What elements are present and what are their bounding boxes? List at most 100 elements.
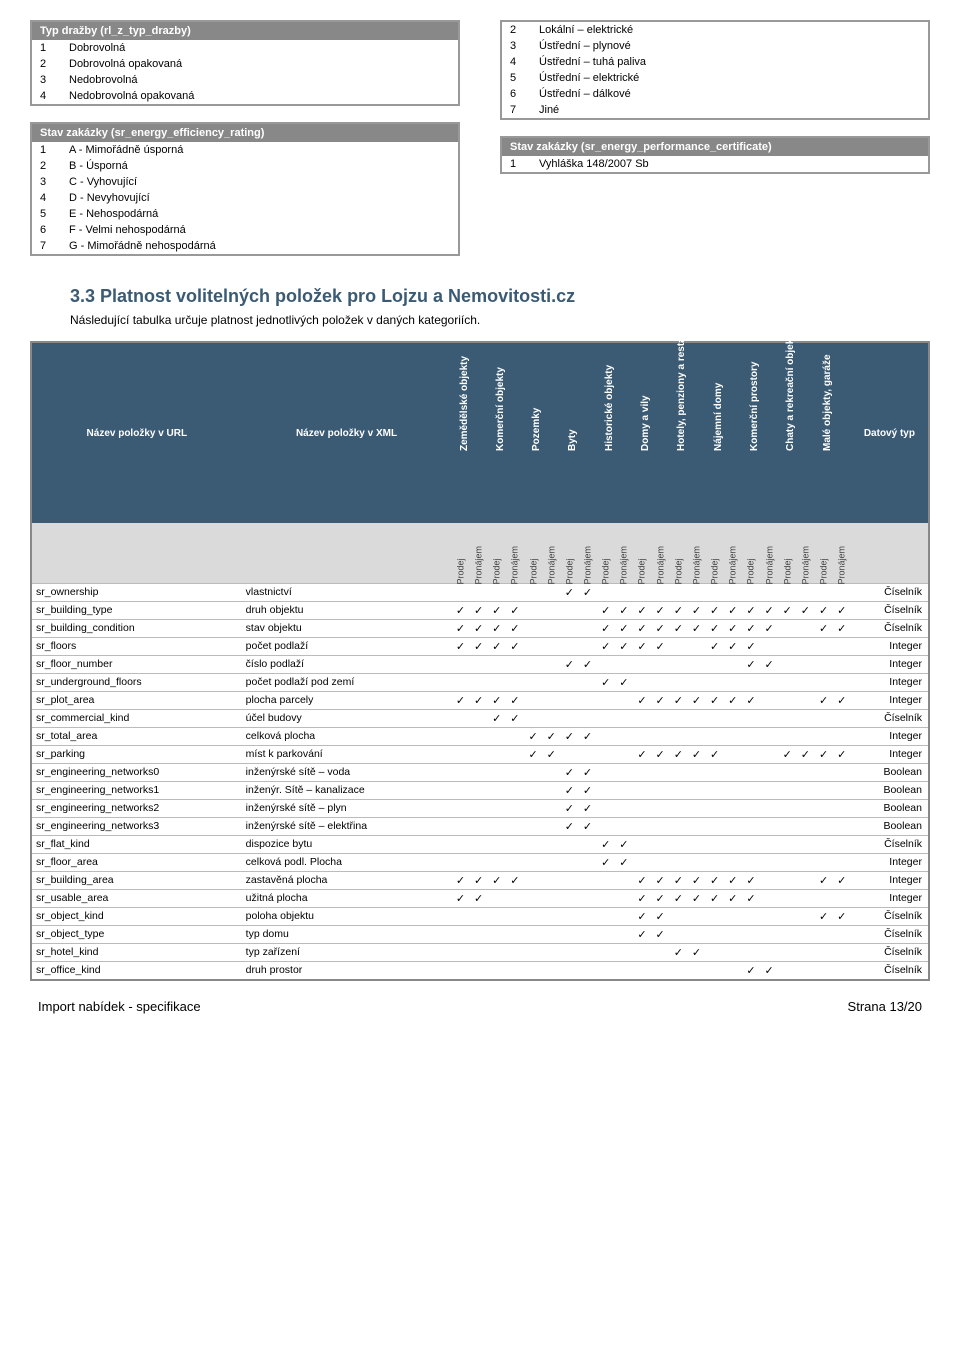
cell-check (524, 907, 542, 925)
cell-check (742, 943, 760, 961)
cell-check: ✓ (615, 853, 633, 871)
cell-type: Integer (851, 673, 928, 691)
cell-check (669, 817, 687, 835)
table-row: 4Ústřední – tuhá paliva (501, 54, 929, 70)
cell-check (470, 583, 488, 601)
cell-check (578, 961, 596, 979)
cell-check (742, 925, 760, 943)
cell-check (724, 817, 742, 835)
cell-check (651, 709, 669, 727)
cell-check: ✓ (814, 601, 832, 619)
cell-check (524, 799, 542, 817)
cell-xml: vlastnictví (242, 583, 452, 601)
cell-check (796, 907, 814, 925)
table-row: 7Jiné (501, 102, 929, 119)
sub-label: Prodej (746, 571, 756, 584)
cell-check (615, 871, 633, 889)
cell-check (597, 817, 615, 835)
cell-check: ✓ (451, 889, 469, 907)
sub-label: Prodej (710, 571, 720, 584)
type-header: Datový typ (851, 343, 928, 523)
cell-check: ✓ (742, 655, 760, 673)
cell-check (633, 817, 651, 835)
cell-check (796, 727, 814, 745)
cell-type: Integer (851, 655, 928, 673)
cell-check (651, 763, 669, 781)
cell-check (542, 691, 560, 709)
cell-check: ✓ (651, 601, 669, 619)
cell-check (524, 853, 542, 871)
cell-check (651, 835, 669, 853)
cell-check (615, 889, 633, 907)
cell-url: sr_building_condition (32, 619, 242, 637)
cell-check (742, 727, 760, 745)
table-row: 1Vyhláška 148/2007 Sb (501, 156, 929, 173)
cell-check (615, 799, 633, 817)
cell-check (706, 835, 724, 853)
cell-check (796, 781, 814, 799)
row-val: D - Nevyhovující (61, 190, 459, 206)
cell-url: sr_engineering_networks3 (32, 817, 242, 835)
table-row: 3Ústřední – plynové (501, 38, 929, 54)
cell-check (833, 637, 851, 655)
cell-url: sr_floor_area (32, 853, 242, 871)
row-num: 2 (501, 21, 531, 38)
perf-cert-table: Stav zakázky (sr_energy_performance_cert… (500, 136, 930, 174)
cell-check (578, 619, 596, 637)
cell-check (578, 691, 596, 709)
cell-check (778, 763, 796, 781)
cell-type: Číselník (851, 925, 928, 943)
cell-check: ✓ (633, 907, 651, 925)
sub-empty (851, 523, 928, 583)
cell-check: ✓ (706, 691, 724, 709)
validity-row: sr_engineering_networks2inženýrské sítě … (32, 799, 928, 817)
cell-xml: míst k parkování (242, 745, 452, 763)
cell-check (742, 763, 760, 781)
sub-header: Prodej (778, 523, 796, 583)
sub-header: Prodej (742, 523, 760, 583)
row-val: Vyhláška 148/2007 Sb (531, 156, 929, 173)
cell-check (796, 925, 814, 943)
sub-label: Pronájem (764, 571, 774, 584)
cell-check: ✓ (706, 601, 724, 619)
cell-check (451, 673, 469, 691)
cell-check (760, 709, 778, 727)
cell-check: ✓ (633, 601, 651, 619)
category-label: Hotely, penziony a restaurace (676, 311, 687, 451)
row-num: 5 (501, 70, 531, 86)
main-table-wrap: Název položky v URL Název položky v XML … (30, 341, 930, 981)
cell-check (451, 907, 469, 925)
table-row: 4Nedobrovolná opakovaná (31, 88, 459, 105)
cell-check: ✓ (669, 601, 687, 619)
cell-check (724, 673, 742, 691)
cell-check (597, 691, 615, 709)
cell-xml: dispozice bytu (242, 835, 452, 853)
cell-type: Číselník (851, 709, 928, 727)
cell-check (506, 745, 524, 763)
cell-check (796, 853, 814, 871)
cell-check (814, 655, 832, 673)
cell-check: ✓ (669, 889, 687, 907)
cell-check (470, 925, 488, 943)
cell-check (760, 889, 778, 907)
cell-url: sr_flat_kind (32, 835, 242, 853)
cell-check (451, 781, 469, 799)
sub-header: Pronájem (796, 523, 814, 583)
cell-check (597, 943, 615, 961)
footer-left: Import nabídek - specifikace (38, 999, 201, 1014)
cell-check (524, 835, 542, 853)
cell-check: ✓ (814, 691, 832, 709)
cell-check: ✓ (742, 871, 760, 889)
cell-url: sr_object_kind (32, 907, 242, 925)
row-val: Ústřední – elektrické (531, 70, 929, 86)
category-label: Zemědělské objekty (459, 356, 470, 451)
cell-check (470, 709, 488, 727)
cell-check (615, 961, 633, 979)
cell-xml: zastavěná plocha (242, 871, 452, 889)
eff-rating-table: Stav zakázky (sr_energy_efficiency_ratin… (30, 122, 460, 256)
validity-row: sr_plot_areaplocha parcely✓✓✓✓✓✓✓✓✓✓✓✓✓I… (32, 691, 928, 709)
cell-check: ✓ (742, 961, 760, 979)
cell-check (724, 853, 742, 871)
cell-check (706, 781, 724, 799)
validity-row: sr_floorspočet podlaží✓✓✓✓✓✓✓✓✓✓✓Integer (32, 637, 928, 655)
